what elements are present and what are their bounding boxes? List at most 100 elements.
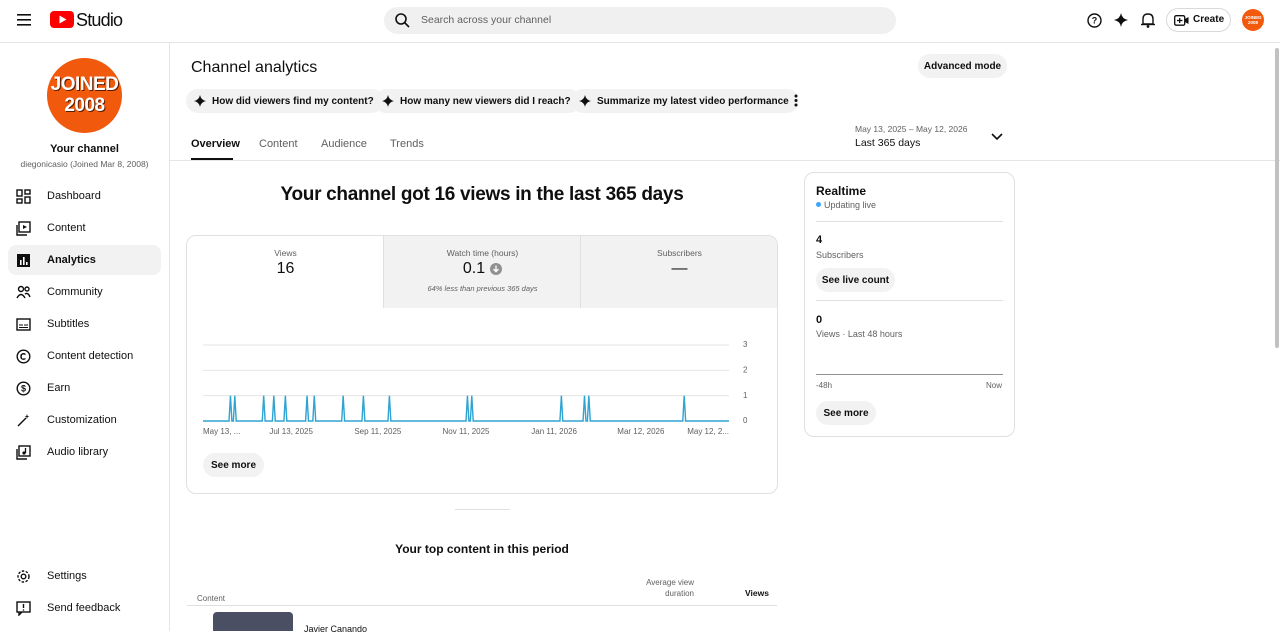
- metric-value: 16: [187, 260, 384, 278]
- tab[interactable]: Audience: [321, 138, 367, 150]
- nav-item[interactable]: $ Earn: [8, 373, 161, 403]
- y-tick-label: 3: [743, 340, 748, 349]
- nav-item[interactable]: Analytics: [8, 245, 161, 275]
- nav-item[interactable]: Customization: [8, 405, 161, 435]
- divider: [816, 300, 1003, 301]
- search-icon: [395, 13, 410, 28]
- tab[interactable]: Content: [259, 138, 298, 150]
- nav-item[interactable]: Dashboard: [8, 181, 161, 211]
- nav-icon: [16, 317, 31, 331]
- period[interactable]: Last 365 days: [855, 137, 921, 149]
- tab[interactable]: Overview: [191, 138, 240, 150]
- search-box[interactable]: Search across your channel: [384, 7, 896, 34]
- more-icon[interactable]: [794, 94, 798, 107]
- scrollbar[interactable]: [1275, 48, 1279, 348]
- see-more-button[interactable]: See more: [203, 453, 264, 477]
- top-content-title: Your top content in this period: [395, 542, 569, 556]
- sparkle-icon: [579, 95, 591, 107]
- create-icon: [1174, 15, 1189, 26]
- tab[interactable]: Trends: [390, 138, 424, 150]
- nav-icon: [16, 285, 31, 298]
- logo-icon[interactable]: [50, 11, 74, 28]
- nav-item[interactable]: Content detection: [8, 341, 161, 371]
- chip-label: How many new viewers did I reach?: [400, 95, 571, 107]
- top-bar: Studio Search across your channel ? Crea…: [0, 0, 1280, 43]
- metric[interactable]: Watch time (hours) 0.1 64% less than previ…: [384, 236, 581, 308]
- realtime-axis-start: -48h: [816, 381, 833, 390]
- x-tick-label: Sep 11, 2025: [354, 427, 402, 436]
- metric-label: Subscribers: [657, 248, 702, 258]
- nav-item[interactable]: Content: [8, 213, 161, 243]
- nav-icon: [16, 600, 31, 616]
- notifications-icon[interactable]: [1141, 12, 1155, 28]
- create-button[interactable]: Create: [1166, 8, 1231, 32]
- prompt-chip[interactable]: How many new viewers did I reach?: [374, 89, 581, 113]
- down-arrow-icon: [490, 262, 503, 275]
- video-title[interactable]: Javier Canando: [304, 624, 368, 634]
- x-tick-label: May 13, ...: [203, 427, 240, 436]
- y-tick-label: 2: [743, 365, 748, 374]
- section-divider: [455, 509, 510, 510]
- metric-value-text: 16: [276, 260, 295, 277]
- data-line: [203, 395, 729, 422]
- x-tick-label: May 12, 2...: [687, 427, 729, 436]
- realtime-card: Realtime Updating live 4 Subscribers See…: [804, 172, 1015, 437]
- realtime-see-more-button[interactable]: See more: [816, 401, 876, 425]
- ai-icon[interactable]: [1114, 13, 1128, 27]
- column-label[interactable]: Views: [745, 588, 769, 598]
- y-tick-label: 1: [743, 391, 748, 400]
- overview-card: Views 16 Watch time (hours) 0.1 64% less tha…: [186, 235, 778, 494]
- x-tick-label: Mar 12, 2026: [617, 427, 665, 436]
- menu-icon[interactable]: [17, 14, 31, 26]
- realtime-subscribers-label: Subscribers: [816, 250, 864, 260]
- sparkle-icon: [194, 95, 206, 107]
- views-chart: 0 1 2 3 May 13, ... Jul 13, 2025 Sep 11, 2025 N…: [203, 340, 748, 436]
- metric-value-text: —: [671, 260, 688, 277]
- realtime-views-label: Views · Last 48 hours: [816, 329, 903, 339]
- prompt-chip[interactable]: How did viewers find my content?: [186, 89, 384, 113]
- metric-label: Watch time (hours): [446, 248, 519, 258]
- tab-indicator: [191, 158, 233, 160]
- channel-subtitle: diegonicasio (Joined Mar 8, 2008): [20, 159, 149, 169]
- nav-label: Subtitles: [47, 318, 90, 330]
- prompt-chip[interactable]: Summarize my latest video performance: [571, 89, 799, 113]
- realtime-axis: [816, 374, 1003, 375]
- date-range[interactable]: May 13, 2025 – May 12, 2026: [855, 124, 968, 134]
- nav-item[interactable]: Subtitles: [8, 309, 161, 339]
- metric-value-text: 0.1: [462, 260, 486, 277]
- account-avatar[interactable]: JOINED 2008: [1242, 9, 1264, 31]
- page-title: Channel analytics: [191, 59, 318, 76]
- nav-item[interactable]: Send feedback: [8, 593, 161, 623]
- avatar-line: 2008: [1247, 20, 1258, 25]
- metric-value: 0.1: [384, 260, 581, 278]
- logo-text[interactable]: Studio: [76, 10, 123, 30]
- video-thumbnail[interactable]: [213, 612, 293, 631]
- nav-item[interactable]: Audio library: [8, 437, 161, 467]
- y-tick-label: 0: [743, 416, 748, 425]
- period-dropdown-icon[interactable]: [991, 133, 1003, 141]
- search-placeholder: Search across your channel: [421, 14, 552, 26]
- realtime-status: Updating live: [824, 200, 877, 210]
- advanced-mode-button[interactable]: Advanced mode: [918, 54, 1007, 78]
- nav-icon: [16, 188, 31, 204]
- metric-divider: [580, 236, 581, 308]
- nav-icon: [17, 413, 30, 426]
- nav-item[interactable]: Community: [8, 277, 161, 307]
- avatar-line: 2008: [64, 95, 105, 116]
- channel-title[interactable]: Your channel: [50, 143, 119, 155]
- metric-divider: [383, 236, 384, 308]
- metric[interactable]: Subscribers —: [581, 236, 777, 308]
- column-label[interactable]: Average view duration: [646, 578, 694, 598]
- headline: Your channel got 16 views in the last 36…: [280, 184, 684, 205]
- metric[interactable]: Views 16: [187, 236, 384, 308]
- nav-icon: [16, 220, 31, 236]
- nav-label: Dashboard: [47, 190, 101, 202]
- metric-label: Views: [274, 248, 297, 258]
- nav-item[interactable]: Settings: [8, 561, 161, 591]
- table-divider: [187, 605, 777, 606]
- live-count-button[interactable]: See live count: [816, 268, 895, 292]
- help-icon[interactable]: ?: [1087, 13, 1102, 28]
- channel-avatar[interactable]: JOINED 2008: [47, 58, 122, 133]
